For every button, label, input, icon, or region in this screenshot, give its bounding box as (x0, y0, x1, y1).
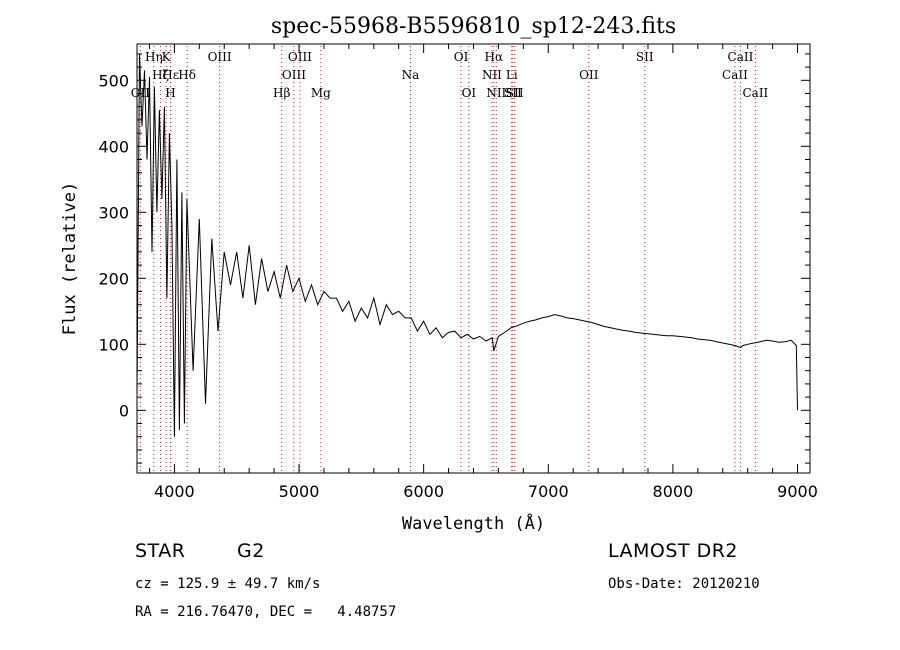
emission-line-markers: OII Hη Hζ K H Hε Hδ OIII Hβ OIII OIII Mg Na OI OI NII Hα… (131, 46, 769, 472)
line-marker-label: OIII (282, 68, 306, 82)
line-marker-label: K (162, 50, 172, 64)
x-tick-label: 9000 (777, 482, 818, 501)
y-axis-label: Flux (relative) (60, 182, 80, 336)
line-marker-label: OIII (208, 50, 232, 64)
y-tick-label: 0 (119, 401, 129, 420)
y-tick-label: 500 (98, 71, 129, 90)
survey-name: LAMOST DR2 (608, 540, 738, 562)
y-tick-label: 400 (98, 137, 129, 156)
x-tick-label: 6000 (403, 482, 444, 501)
observation-date: Obs-Date: 20120210 (608, 576, 760, 592)
line-marker-label: H (165, 86, 175, 100)
line-marker-label: Hε (162, 68, 179, 82)
plot-frame (136, 43, 811, 474)
sky-coordinates: RA = 216.76470, DEC = 4.48757 (135, 604, 397, 620)
spectrum-series (136, 53, 798, 437)
redshift-velocity: cz = 125.9 ± 49.7 km/s (135, 576, 321, 592)
line-marker-label: Hδ (178, 68, 196, 82)
chart-title: spec-55968-B5596810_sp12-243.fits (271, 14, 676, 39)
x-tick-label: 5000 (279, 482, 320, 501)
line-marker-label: Na (402, 68, 420, 82)
x-tick-label: 4000 (154, 482, 195, 501)
x-axis-label: Wavelength (Å) (402, 512, 545, 534)
line-marker-label: OI (454, 50, 469, 64)
x-tick-label: 7000 (528, 482, 569, 501)
line-marker-label: SII (506, 86, 524, 100)
line-marker-label: CaII (722, 68, 748, 82)
line-marker-label: OI (462, 86, 477, 100)
x-tick-label: 8000 (653, 482, 694, 501)
y-tick-label: 100 (98, 335, 129, 354)
line-marker-label: Hβ (273, 86, 290, 100)
spectrum-line (136, 53, 798, 437)
y-tick-label: 200 (98, 269, 129, 288)
line-marker-label: NII (482, 68, 502, 82)
line-marker-label: Li (506, 68, 518, 82)
line-marker-label: CaII (742, 86, 768, 100)
line-marker-label: NII (486, 86, 506, 100)
line-marker-label: Hη (145, 50, 163, 64)
line-marker-label: Hζ (152, 68, 169, 82)
line-marker-label: Hα (485, 50, 504, 64)
object-subclass: G2 (237, 540, 265, 562)
line-marker-label: CaII (728, 50, 754, 64)
y-tick-label: 300 (98, 203, 129, 222)
line-marker-label: OIII (288, 50, 312, 64)
line-marker-label: SII (636, 50, 654, 64)
line-marker-label: OII (579, 68, 599, 82)
object-class: STAR (135, 540, 186, 562)
line-marker-label: Mg (311, 86, 331, 100)
axis-ticks: 4000 5000 6000 7000 8000 9000 0 100 200 300 400 500 (98, 44, 818, 501)
line-marker-label: SII (504, 86, 522, 100)
